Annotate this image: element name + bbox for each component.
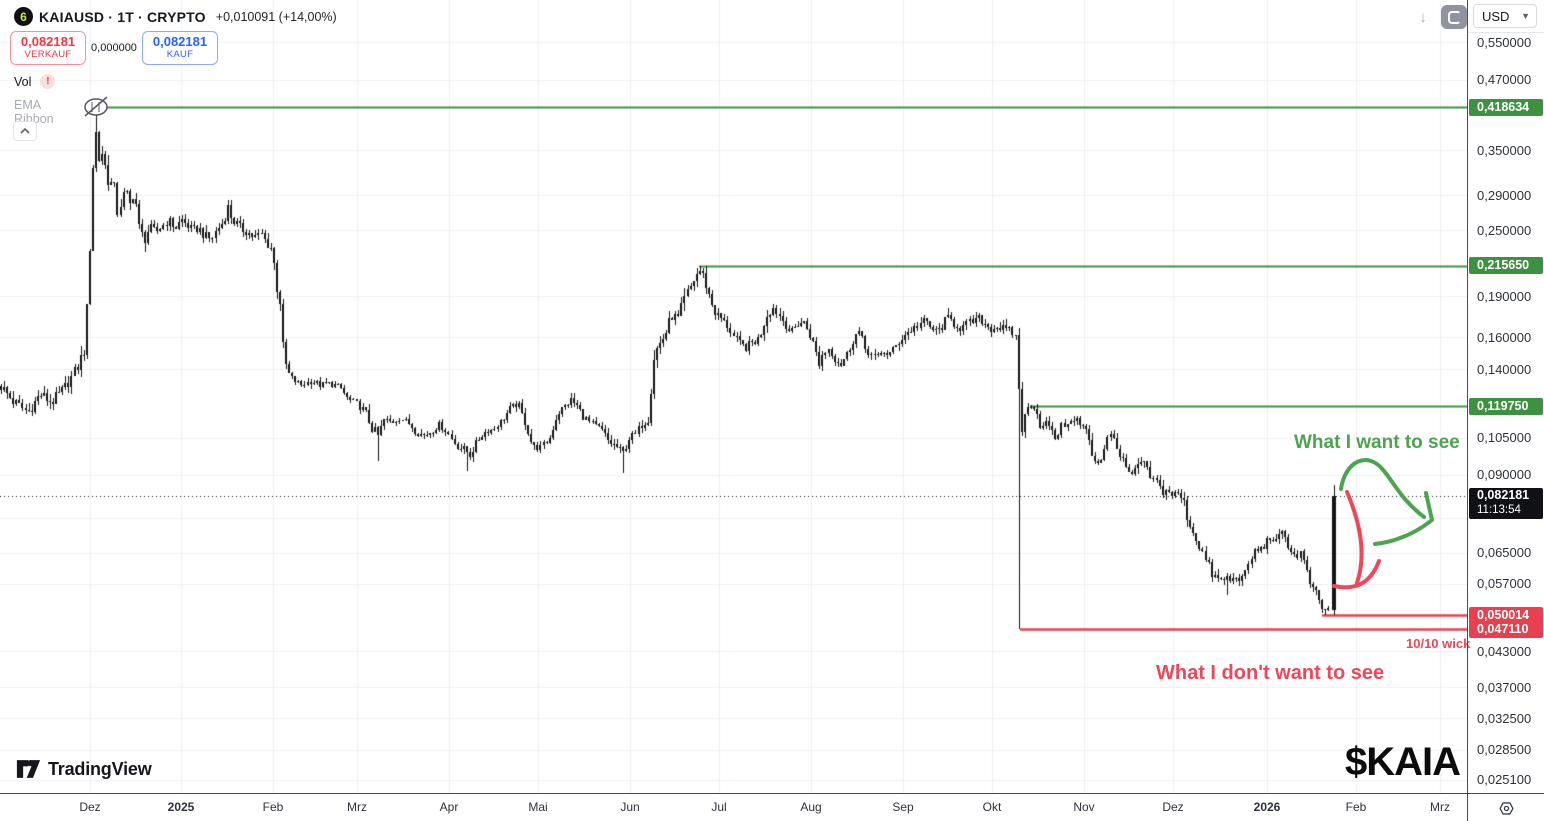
time-tick-label: Okt <box>982 800 1002 814</box>
price-tick-label: 0,037000 <box>1477 679 1532 695</box>
price-level-label-red: 0,047110 <box>1469 620 1543 638</box>
annotation-what-i-dont-want[interactable]: What I don't want to see <box>1156 662 1385 684</box>
annotation-what-i-want[interactable]: What I want to see <box>1294 432 1460 453</box>
currency-dropdown[interactable]: USD ▼ <box>1473 4 1537 28</box>
annotation-wick-note[interactable]: 10/10 wick <box>1406 636 1471 651</box>
buy-button[interactable]: 0,082181 KAUF <box>142 31 218 65</box>
price-level-label-green: 0,418634 <box>1469 98 1543 116</box>
symbol-watermark: $KAIA <box>1344 740 1461 784</box>
current-price-label: 0,082181 11:13:54 <box>1469 488 1543 520</box>
buy-price: 0,082181 <box>152 34 208 50</box>
price-tick-label: 0,032500 <box>1477 710 1532 726</box>
price-level-label-green: 0,215650 <box>1469 257 1543 275</box>
screenshot-button[interactable] <box>1441 5 1467 29</box>
price-tick-label: 0,090000 <box>1477 467 1532 483</box>
price-change: +0,010091 (+14,00%) <box>215 9 337 24</box>
collapse-button[interactable] <box>13 121 37 141</box>
chart-pane[interactable] <box>0 0 1467 793</box>
time-tick-label: 2025 <box>167 800 195 814</box>
price-tick-label: 0,190000 <box>1477 288 1532 304</box>
chevron-up-icon <box>20 128 30 134</box>
price-tick-label: 0,350000 <box>1477 142 1532 158</box>
time-tick-label: Feb <box>262 800 284 814</box>
trade-buttons: 0,082181 VERKAUF 0,000000 0,082181 KAUF <box>10 31 218 65</box>
price-tick-label: 0,160000 <box>1477 329 1532 345</box>
price-tick-label: 0,140000 <box>1477 361 1532 377</box>
price-tick-label: 0,550000 <box>1477 34 1532 50</box>
time-tick-label: Sep <box>892 800 914 814</box>
price-tick-label: 0,043000 <box>1477 643 1532 659</box>
time-tick-label: Mrz <box>347 800 367 814</box>
symbol-title[interactable]: KAIAUSD · 1T · CRYPTO <box>39 8 206 25</box>
price-tick-label: 0,105000 <box>1477 430 1532 446</box>
time-tick-label: Jun <box>620 800 640 814</box>
kaia-logo-icon: 6 <box>14 7 33 26</box>
price-tick-label: 0,470000 <box>1477 72 1532 88</box>
price-tick-label: 0,057000 <box>1477 576 1532 592</box>
time-tick-label: Nov <box>1073 800 1095 814</box>
sell-label: VERKAUF <box>24 49 72 60</box>
buy-label: KAUF <box>166 49 194 60</box>
tradingview-logo[interactable]: TradingView <box>16 758 152 780</box>
volume-indicator-legend[interactable]: Vol ! <box>14 74 56 89</box>
time-tick-label: 2026 <box>1253 800 1281 814</box>
sell-price: 0,082181 <box>20 34 76 50</box>
spread-value: 0,000000 <box>91 42 137 54</box>
warning-icon[interactable]: ! <box>40 74 56 89</box>
download-arrow-icon[interactable]: ↓ <box>1419 8 1427 26</box>
price-axis[interactable]: USD ▼ 0,550000 0,470000 0,350000 0,290000 0,… <box>1468 0 1544 793</box>
time-tick-label: Jul <box>711 800 727 814</box>
tradingview-mark-icon <box>16 760 41 778</box>
price-tick-label: 0,250000 <box>1477 222 1532 238</box>
time-tick-label: Apr <box>439 800 459 814</box>
time-tick-label: Dez <box>1162 800 1184 814</box>
time-tick-label: Feb <box>1345 800 1367 814</box>
price-level-label-green: 0,119750 <box>1469 397 1543 415</box>
time-tick-label: Mrz <box>1430 800 1450 814</box>
price-level-label-red: 0,050014 <box>1469 606 1543 624</box>
price-tick-label: 0,028500 <box>1477 742 1532 758</box>
axis-divider-line[interactable] <box>1467 0 1468 821</box>
price-tick-label: 0,025100 <box>1477 772 1532 788</box>
symbol-legend[interactable]: 6 KAIAUSD · 1T · CRYPTO +0,010091 (+14,0… <box>14 7 337 26</box>
time-axis[interactable]: Dez 2025 Feb Mrz Apr Mai Jun Jul Aug Sep Okt Nov Dez… <box>0 793 1544 821</box>
sell-button[interactable]: 0,082181 VERKAUF <box>10 31 86 65</box>
settings-hexagon-icon[interactable] <box>1495 797 1517 819</box>
time-tick-label: Aug <box>800 800 822 814</box>
chevron-down-icon: ▼ <box>1521 11 1530 21</box>
price-tick-label: 0,065000 <box>1477 545 1532 560</box>
camera-bracket-icon <box>1447 10 1461 24</box>
time-tick-label: Dez <box>79 800 101 814</box>
price-tick-label: 0,290000 <box>1477 187 1532 203</box>
vol-label[interactable]: Vol <box>14 74 32 89</box>
time-tick-label: Mai <box>528 800 548 814</box>
axis-separator <box>1468 32 1544 33</box>
